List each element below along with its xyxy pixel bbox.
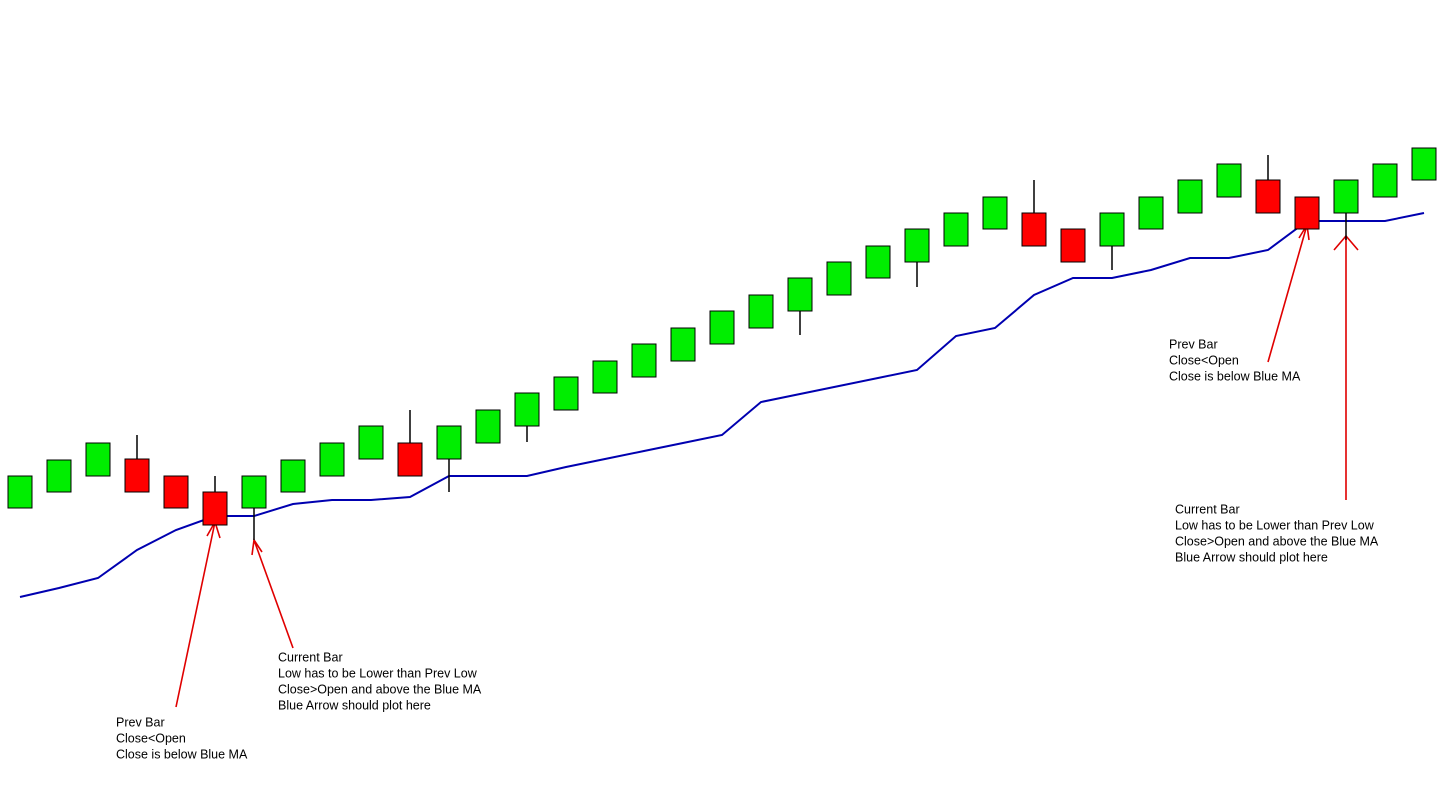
annotation-text: Prev Bar (116, 715, 165, 729)
candle-body (46, 459, 72, 493)
candle-body (1294, 196, 1320, 230)
candle-body (748, 294, 774, 329)
candle-body (670, 327, 696, 362)
candle-body (1021, 212, 1047, 247)
candle-body (397, 442, 423, 477)
candle-body (826, 261, 852, 296)
annotation-text: Blue Arrow should plot here (278, 698, 431, 712)
annotation-text: Current Bar (278, 650, 343, 664)
candle-body (1138, 196, 1164, 230)
annotation-text: Prev Bar (1169, 337, 1218, 351)
annotation-text: Close>Open and above the Blue MA (1175, 534, 1379, 548)
candle-body (1333, 179, 1359, 214)
candle-body (1060, 228, 1086, 263)
candle-body (1411, 147, 1437, 181)
candle-body (1216, 163, 1242, 198)
annotation-text: Blue Arrow should plot here (1175, 550, 1328, 564)
candle-body (631, 343, 657, 378)
candle-body (241, 475, 267, 509)
candle-body (319, 442, 345, 477)
arrow (175, 520, 221, 708)
candle-body (592, 360, 618, 394)
candle-body (85, 442, 111, 477)
annotation-text: Current Bar (1175, 502, 1240, 516)
candle-body (7, 475, 33, 509)
arrow (251, 537, 294, 649)
candle-body (904, 228, 930, 263)
candle-body (943, 212, 969, 247)
annotation-text: Close<Open (116, 731, 186, 745)
annotation-text: Close is below Blue MA (1169, 369, 1301, 383)
candle-body (1255, 179, 1281, 214)
candle-body (982, 196, 1008, 230)
candle-body (163, 475, 189, 509)
annotation-text: Close<Open (1169, 353, 1239, 367)
candle-body (358, 425, 384, 460)
annotation-text: Close>Open and above the Blue MA (278, 682, 482, 696)
candle-body (1099, 212, 1125, 247)
candle-body (1177, 179, 1203, 214)
candle-body (436, 425, 462, 460)
candle-body (787, 277, 813, 312)
candle-body (475, 409, 501, 444)
candle-body (553, 376, 579, 411)
candle-body (709, 310, 735, 345)
arrow (1333, 234, 1359, 500)
candle-body (865, 245, 891, 279)
candle-body (202, 491, 228, 526)
annotation-text: Low has to be Lower than Prev Low (278, 666, 478, 680)
annotation-text: Low has to be Lower than Prev Low (1175, 518, 1375, 532)
candle-body (124, 458, 150, 493)
candle-body (1372, 163, 1398, 198)
candle-body (280, 459, 306, 493)
annotation-text: Close is below Blue MA (116, 747, 248, 761)
candle-body (514, 392, 540, 427)
